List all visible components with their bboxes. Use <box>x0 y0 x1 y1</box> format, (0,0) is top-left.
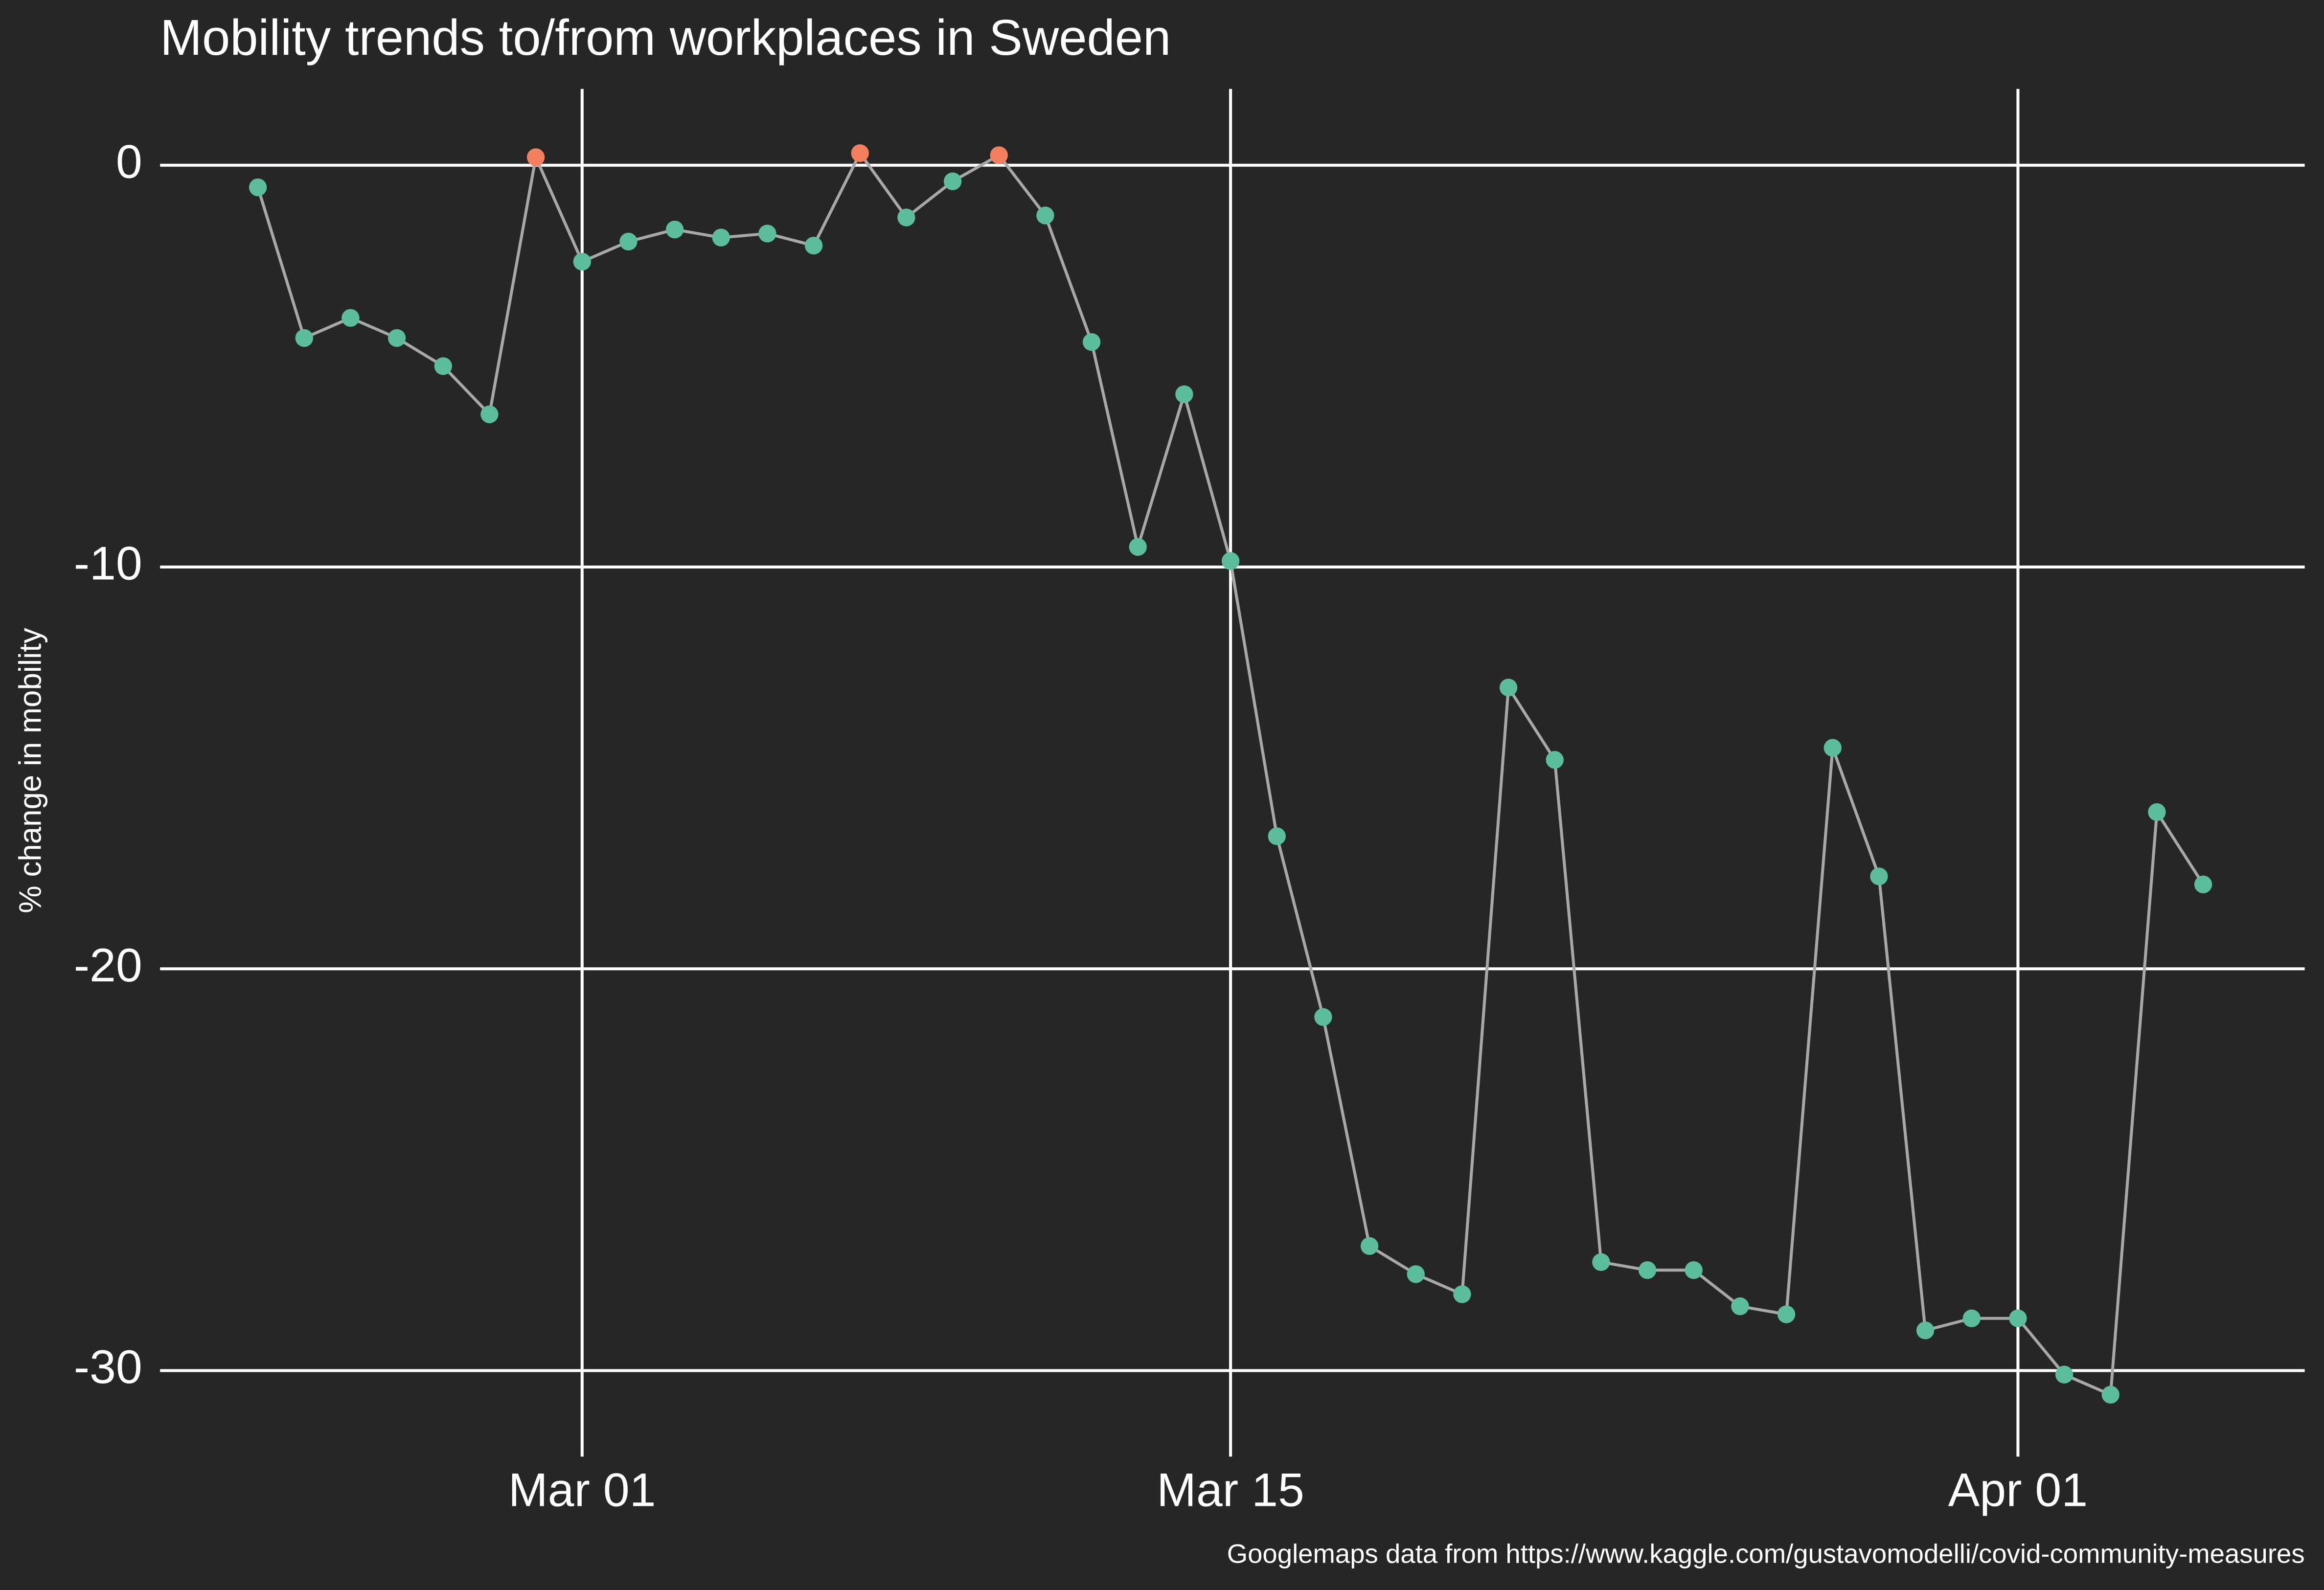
data-point <box>1407 1265 1425 1283</box>
data-point <box>2055 1365 2073 1384</box>
data-point <box>804 236 823 255</box>
data-point <box>480 405 499 424</box>
data-point <box>434 357 452 375</box>
data-point <box>1592 1253 1610 1271</box>
chart-title: Mobility trends to/from workplaces in Sw… <box>160 9 1171 66</box>
data-point <box>1870 867 1888 886</box>
data-point <box>943 172 962 190</box>
data-point <box>1777 1305 1796 1323</box>
y-axis-label: % change in mobility <box>13 628 47 913</box>
data-point <box>1453 1285 1471 1303</box>
data-point <box>619 232 638 250</box>
data-point <box>2101 1386 2119 1404</box>
x-tick-label: Apr 01 <box>1948 1463 2088 1517</box>
data-point <box>295 329 313 347</box>
data-point <box>1962 1309 1981 1327</box>
data-point <box>1731 1297 1749 1316</box>
data-point <box>1268 827 1286 845</box>
data-point <box>1314 1008 1332 1026</box>
data-point <box>665 220 684 239</box>
y-tick-label: 0 <box>116 135 142 188</box>
data-point <box>990 146 1008 164</box>
x-tick-label: Mar 15 <box>1157 1463 1304 1517</box>
data-point <box>1129 538 1147 556</box>
x-tick-label: Mar 01 <box>508 1463 656 1517</box>
data-point <box>1082 333 1101 351</box>
y-tick-label: -10 <box>74 537 142 590</box>
data-point <box>758 225 776 243</box>
data-point <box>2194 875 2212 893</box>
data-point <box>712 228 730 247</box>
data-point <box>1499 679 1518 697</box>
data-point <box>1638 1261 1657 1279</box>
data-point <box>2009 1309 2027 1327</box>
data-point <box>1823 739 1842 757</box>
data-point <box>897 208 915 227</box>
data-point <box>1175 385 1193 404</box>
data-point <box>573 252 591 271</box>
y-tick-label: -30 <box>74 1340 142 1393</box>
data-point <box>387 329 406 347</box>
caption: Googlemaps data from https://www.kaggle.… <box>1227 1539 2305 1569</box>
data-point <box>1916 1321 1935 1340</box>
data-point <box>1685 1261 1703 1279</box>
data-point <box>1360 1237 1379 1255</box>
data-point <box>1546 751 1564 769</box>
data-point <box>1221 552 1240 570</box>
data-point <box>526 148 545 166</box>
data-point <box>342 309 360 327</box>
data-point <box>851 144 869 162</box>
data-point <box>2148 803 2166 821</box>
y-tick-label: -20 <box>74 938 142 992</box>
data-point <box>249 178 267 197</box>
data-point <box>1036 206 1054 225</box>
